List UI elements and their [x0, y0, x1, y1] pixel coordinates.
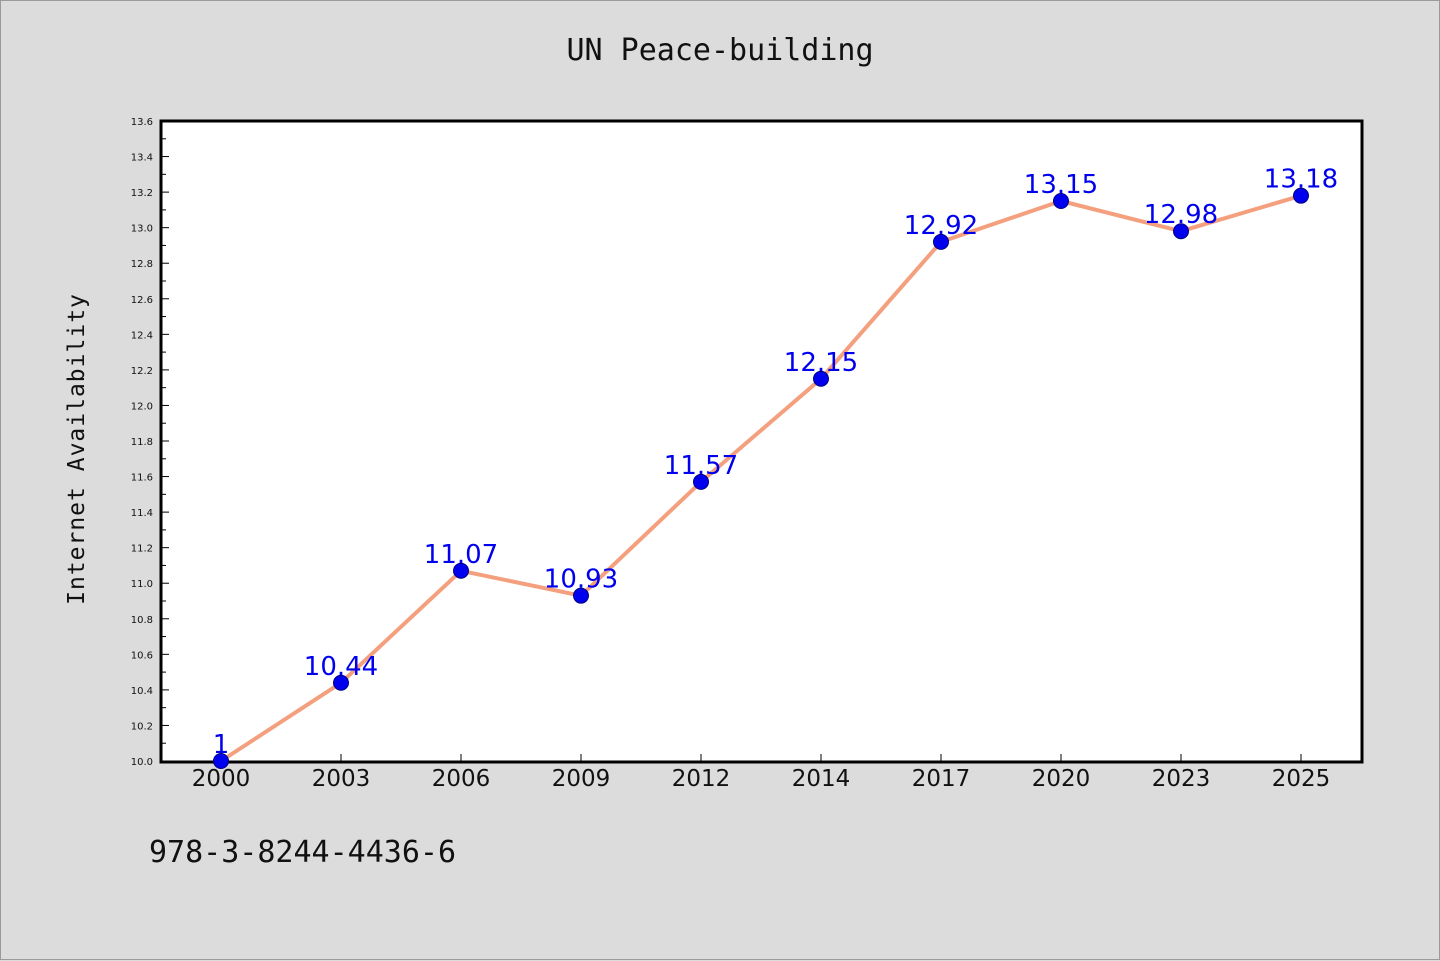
x-tick-label: 2017 — [912, 766, 971, 792]
data-point — [453, 562, 469, 579]
data-point — [1293, 187, 1309, 204]
data-label: 13.18 — [1264, 165, 1338, 195]
data-point — [1173, 223, 1189, 240]
chart-title: UN Peace-building — [566, 33, 874, 68]
y-tick-label: 13.0 — [131, 224, 153, 235]
y-tick-label: 10.8 — [131, 615, 153, 626]
y-tick-label: 12.2 — [131, 366, 153, 377]
y-tick-label: 10.4 — [131, 686, 153, 697]
y-tick-label: 12.0 — [131, 401, 153, 412]
data-label: 11.07 — [424, 540, 498, 570]
x-tick-label: 2012 — [672, 766, 731, 792]
identifier-text: 978-3-8244-4436-6 — [149, 835, 457, 870]
x-tick-label: 2006 — [432, 766, 491, 792]
y-tick-label: 12.4 — [131, 330, 153, 341]
y-tick-label: 12.8 — [131, 259, 153, 270]
data-point — [813, 370, 829, 387]
y-tick-label: 11.0 — [131, 579, 153, 590]
x-tick-label: 2000 — [192, 766, 251, 792]
y-tick-label: 13.4 — [131, 153, 153, 164]
data-label: 10.93 — [544, 565, 618, 595]
data-label: 10.44 — [304, 652, 378, 682]
x-tick-label: 2020 — [1032, 766, 1091, 792]
data-point — [213, 753, 229, 769]
y-tick-label: 10.0 — [131, 757, 153, 768]
y-tick-label: 13.2 — [131, 188, 153, 199]
data-label: 12.92 — [904, 211, 978, 241]
data-point — [1053, 193, 1069, 209]
x-axis-ticks: 2000 2003 2006 2009 2012 2014 2017 2020 2023 2025 — [192, 754, 1331, 792]
x-tick-label: 2014 — [792, 766, 851, 792]
data-series: 1 10.44 11.07 10.93 11.57 12.15 12.92 13.15 12.9… — [213, 165, 1338, 769]
y-tick-label: 11.4 — [131, 508, 153, 519]
y-tick-label: 10.6 — [131, 650, 153, 661]
data-label: 13.15 — [1024, 170, 1098, 200]
data-label: 12.15 — [784, 348, 858, 378]
y-tick-label: 11.6 — [131, 473, 153, 484]
data-label: 12.98 — [1144, 200, 1218, 230]
x-tick-label: 2003 — [312, 766, 371, 792]
series-line — [219, 193, 1302, 763]
data-point — [573, 587, 589, 604]
data-point — [333, 674, 349, 691]
x-tick-label: 2009 — [552, 766, 611, 792]
x-tick-label: 2023 — [1152, 766, 1211, 792]
x-tick-label: 2025 — [1272, 766, 1331, 792]
y-tick-label: 12.6 — [131, 295, 153, 306]
data-point — [933, 233, 949, 250]
y-tick-label: 13.6 — [131, 117, 153, 128]
y-axis-ticks: 10.0 10.2 10.4 10.6 10.8 11.0 11.2 11.4 11.6 11.8… — [131, 117, 169, 768]
y-tick-label: 11.2 — [131, 544, 153, 555]
y-tick-label: 10.2 — [131, 721, 153, 732]
y-tick-label: 11.8 — [131, 437, 153, 448]
data-point — [693, 473, 709, 490]
data-label: 11.57 — [664, 451, 738, 481]
data-label: 1 — [213, 730, 230, 760]
